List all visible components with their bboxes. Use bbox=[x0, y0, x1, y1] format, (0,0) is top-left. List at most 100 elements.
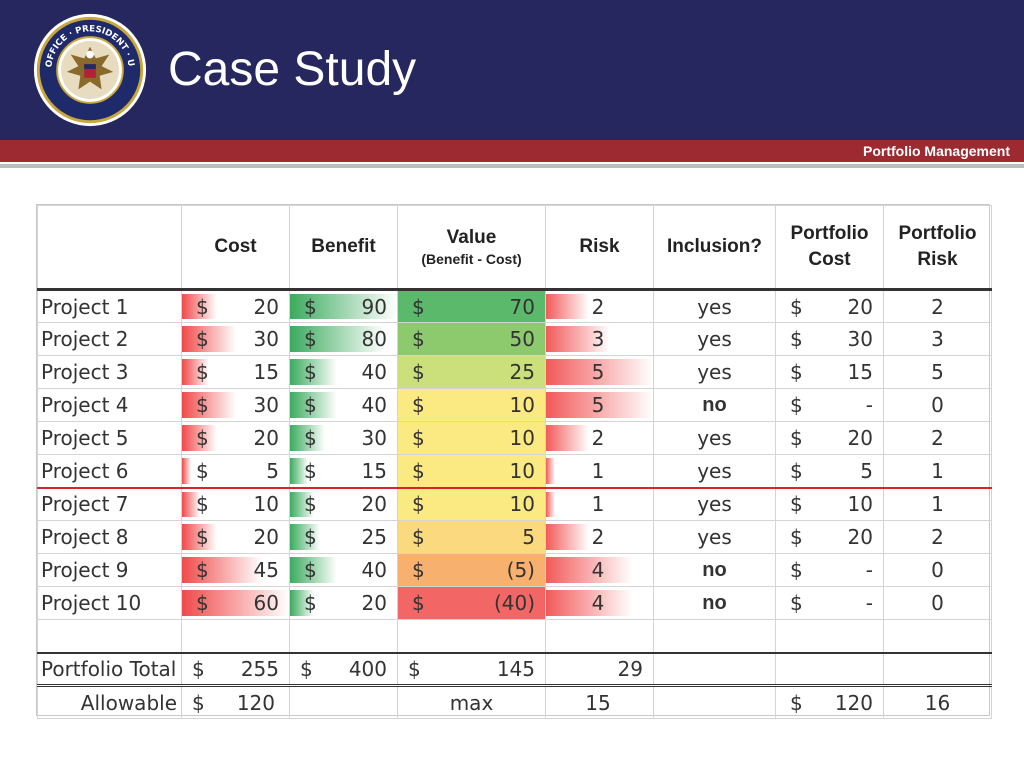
portfolio-risk-value: 5 bbox=[931, 360, 944, 384]
benefit-cell: $90 bbox=[289, 289, 398, 323]
currency: $ bbox=[412, 492, 425, 517]
portfolio-risk-cell: 5 bbox=[883, 355, 992, 389]
benefit-bar bbox=[290, 425, 326, 451]
risk-value: 2 bbox=[591, 525, 605, 549]
inclusion-cell: no bbox=[653, 553, 776, 587]
project-name: Project 1 bbox=[37, 289, 182, 323]
benefit-bar bbox=[290, 294, 397, 319]
cost-value: 45 bbox=[253, 558, 279, 582]
divider-white bbox=[0, 162, 1024, 164]
value-value: 10 bbox=[509, 426, 535, 450]
header-portfolio-risk-line1: Portfolio bbox=[898, 223, 977, 245]
inclusion-cell: yes bbox=[653, 520, 776, 554]
project-name: Project 9 bbox=[37, 553, 182, 587]
value-cell: $50 bbox=[397, 322, 546, 356]
header-portfolio-risk: Portfolio Risk bbox=[883, 205, 992, 291]
table-row: Project 1 $20 $90 $70 2 yes $20 2 bbox=[37, 289, 992, 323]
inclusion-cell: yes bbox=[653, 454, 776, 489]
currency: $ bbox=[790, 525, 803, 549]
header-portfolio-cost: Portfolio Cost bbox=[775, 205, 884, 291]
project-name: Project 6 bbox=[37, 454, 182, 489]
currency: $ bbox=[790, 360, 803, 384]
total-blank-cell bbox=[653, 651, 776, 687]
risk-cell: 2 bbox=[545, 289, 654, 323]
portfolio-table-container: Cost Benefit Value (Benefit - Cost) Risk… bbox=[36, 204, 992, 719]
benefit-value: 40 bbox=[361, 360, 387, 384]
cost-bar bbox=[182, 557, 263, 583]
risk-bar bbox=[546, 425, 589, 451]
currency: $ bbox=[196, 426, 209, 450]
blank-cell bbox=[775, 619, 884, 653]
currency: $ bbox=[412, 360, 425, 384]
currency: $ bbox=[196, 327, 209, 351]
portfolio-cost-value: - bbox=[865, 393, 873, 417]
currency: $ bbox=[196, 393, 209, 417]
total-benefit-value: 400 bbox=[348, 656, 387, 681]
total-row: Portfolio Total $255 $400 $145 29 bbox=[37, 651, 992, 687]
table-row: Project 7 $10 $20 $10 1 yes $10 1 bbox=[37, 487, 992, 521]
value-cell: $10 bbox=[397, 421, 546, 455]
cost-bar bbox=[182, 326, 236, 352]
allowable-pcost-cell: $120 bbox=[775, 684, 884, 719]
portfolio-cost-cell: $ - bbox=[775, 388, 884, 422]
allowable-prisk-value: 16 bbox=[924, 690, 951, 715]
portfolio-cost-cell: $20 bbox=[775, 421, 884, 455]
header-portfolio-cost-line2: Cost bbox=[808, 249, 851, 270]
risk-bar bbox=[546, 557, 632, 583]
benefit-cell: $15 bbox=[289, 454, 398, 489]
header-blank bbox=[37, 205, 182, 291]
value-value: 25 bbox=[509, 360, 535, 384]
currency: $ bbox=[196, 558, 209, 582]
project-name: Project 3 bbox=[37, 355, 182, 389]
allowable-label: Allowable bbox=[37, 684, 182, 719]
risk-cell: 5 bbox=[545, 388, 654, 422]
cost-cell: $30 bbox=[181, 388, 290, 422]
project-name: Project 7 bbox=[37, 487, 182, 521]
cost-bar bbox=[182, 491, 201, 517]
cost-cell: $15 bbox=[181, 355, 290, 389]
header-row: Cost Benefit Value (Benefit - Cost) Risk… bbox=[37, 205, 992, 291]
portfolio-risk-cell: 0 bbox=[883, 553, 992, 587]
benefit-bar bbox=[290, 491, 314, 517]
benefit-cell: $25 bbox=[289, 520, 398, 554]
section-label: Portfolio Management bbox=[862, 143, 1010, 159]
currency: $ bbox=[304, 591, 317, 615]
risk-cell: 1 bbox=[545, 487, 654, 521]
cost-bar bbox=[182, 458, 191, 484]
total-blank-cell bbox=[775, 651, 884, 687]
currency: $ bbox=[300, 656, 313, 681]
currency: $ bbox=[304, 393, 317, 417]
benefit-value: 20 bbox=[361, 591, 387, 615]
cost-value: 30 bbox=[253, 393, 279, 417]
cost-value: 30 bbox=[253, 327, 279, 351]
portfolio-risk-cell: 2 bbox=[883, 421, 992, 455]
allowable-value-cell: max bbox=[397, 684, 546, 719]
risk-value: 4 bbox=[591, 558, 605, 582]
benefit-value: 90 bbox=[361, 294, 387, 319]
risk-bar bbox=[546, 590, 632, 616]
benefit-value: 25 bbox=[361, 525, 387, 549]
allowable-cost-cell: $120 bbox=[181, 684, 290, 719]
value-cell: $10 bbox=[397, 388, 546, 422]
cost-value: 20 bbox=[253, 525, 279, 549]
header-portfolio-cost-line1: Portfolio bbox=[790, 223, 869, 245]
portfolio-cost-cell: $20 bbox=[775, 289, 884, 323]
value-value: 10 bbox=[509, 492, 535, 517]
cost-bar bbox=[182, 359, 209, 385]
currency: $ bbox=[412, 591, 425, 615]
benefit-bar bbox=[290, 458, 309, 484]
cost-value: 20 bbox=[253, 426, 279, 450]
portfolio-cost-cell: $5 bbox=[775, 454, 884, 489]
portfolio-risk-value: 0 bbox=[931, 393, 944, 417]
allowable-prisk-cell: 16 bbox=[883, 684, 992, 719]
benefit-value: 40 bbox=[361, 558, 387, 582]
benefit-cell: $40 bbox=[289, 553, 398, 587]
benefit-bar bbox=[290, 590, 314, 616]
table-row: Project 2 $30 $80 $50 3 yes $30 3 bbox=[37, 322, 992, 356]
benefit-cell: $20 bbox=[289, 487, 398, 521]
project-name: Project 4 bbox=[37, 388, 182, 422]
header-inclusion: Inclusion? bbox=[653, 205, 776, 291]
total-label: Portfolio Total bbox=[37, 651, 182, 687]
currency: $ bbox=[304, 294, 317, 319]
benefit-value: 30 bbox=[361, 426, 387, 450]
